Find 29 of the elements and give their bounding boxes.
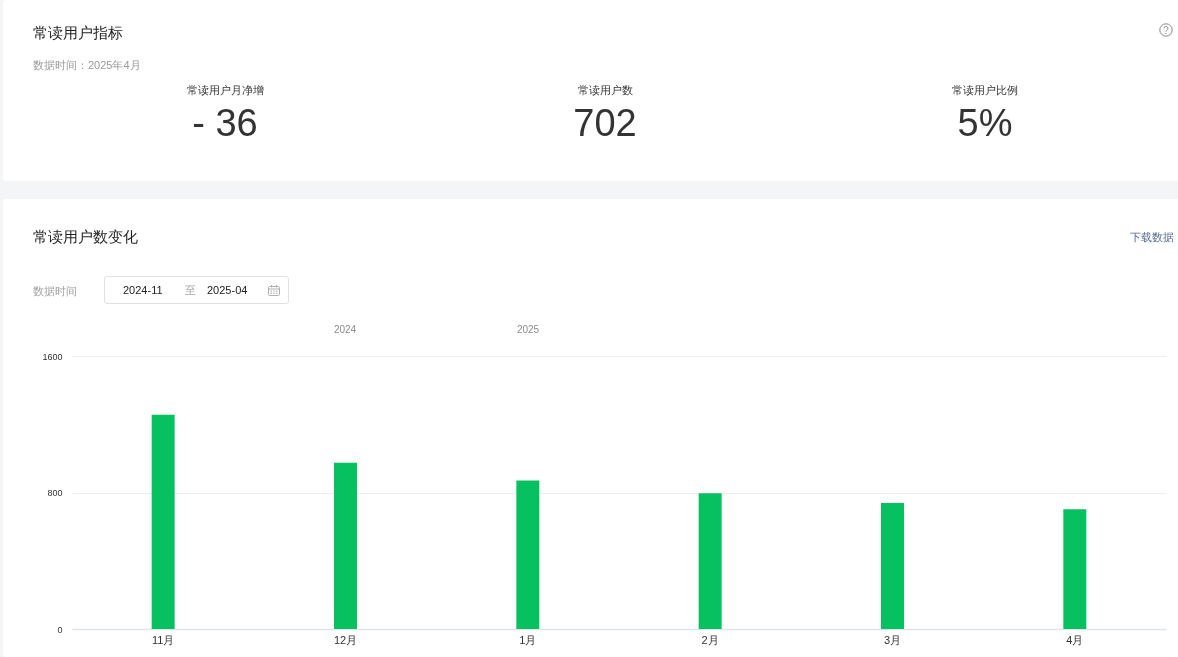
category-label: 常读用户数 [577,84,633,96]
x-tick-label: 11月 [151,633,175,646]
bar [151,414,175,629]
text: 数据时间 [33,284,77,298]
bar [698,493,722,629]
bar [334,462,357,629]
text: 常读用户指标 [33,24,123,41]
date-range-field: 2024-11 至 2025-04 [104,276,289,304]
text: 5% [957,102,1013,144]
y-tick-label: 1600 [42,351,63,362]
bar [516,480,540,629]
text: 下载数据 [1130,230,1174,244]
y-tick-label: 0 [57,624,63,635]
text: 2025 [516,323,540,337]
y-tick-label: 800 [47,488,63,498]
text: 数据时间：2025年4月 [33,59,141,71]
text: - 36 [192,102,258,144]
x-tick-label: 1月 [519,633,537,646]
category-label: 常读用户月净增 [186,84,264,96]
x-tick-label: 3月 [883,633,902,646]
x-tick-label: 12月 [333,633,358,646]
chart-title: 常读用户数变化 [33,228,138,245]
x-tick-label: 2月 [701,633,719,646]
text: 702 [573,102,637,144]
bar [881,503,904,629]
x-tick-label: 4月 [1066,633,1084,646]
category-label: 常读用户比例 [952,84,1018,96]
bar [1063,509,1087,629]
text: 2024 [333,323,357,337]
